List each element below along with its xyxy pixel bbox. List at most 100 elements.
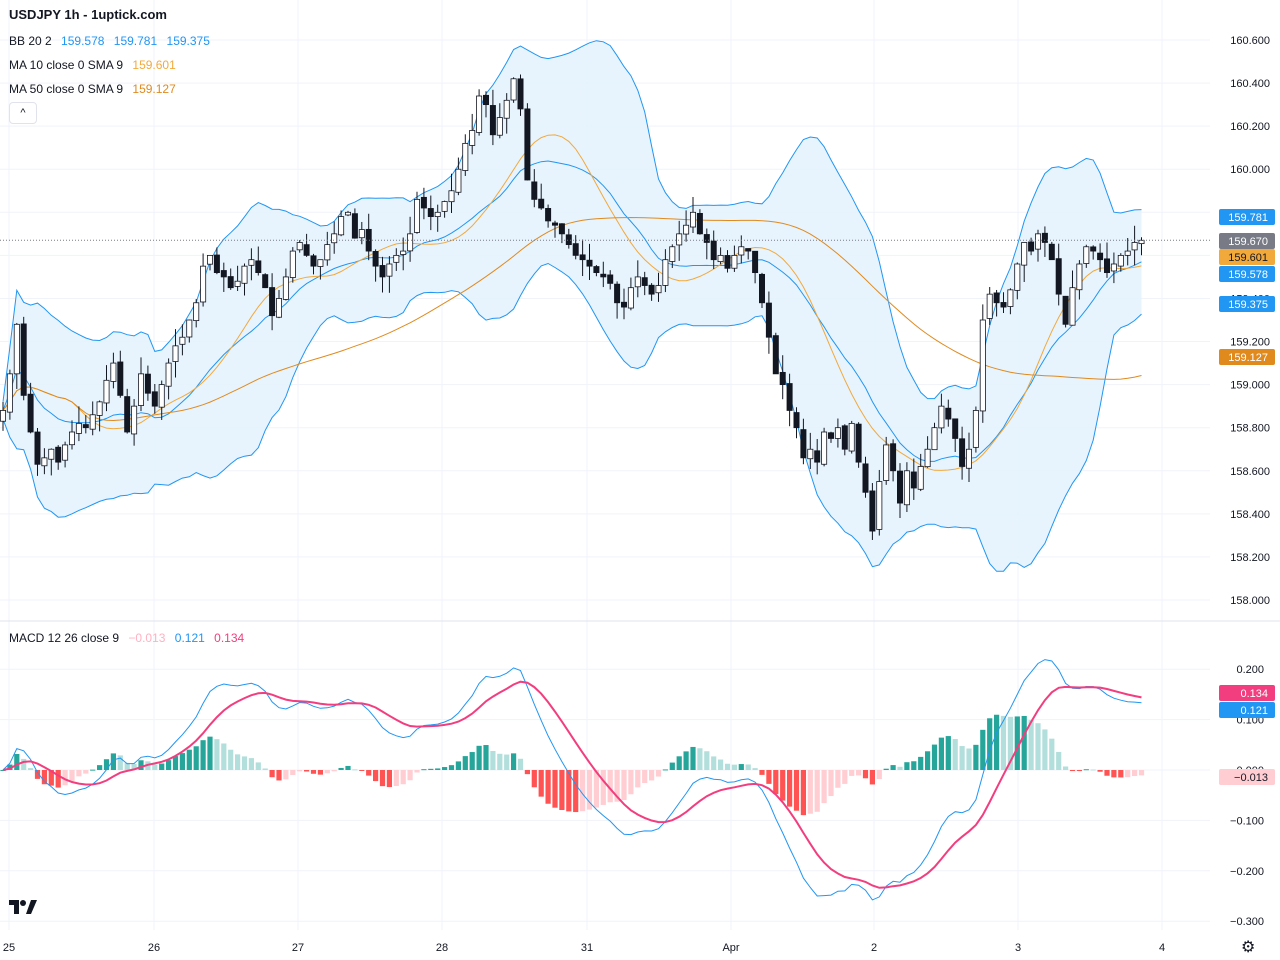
candle-body — [13, 323, 20, 375]
candle-body — [966, 448, 973, 469]
macd-hist-bar — [552, 770, 558, 808]
price-label-bg — [1219, 296, 1275, 312]
price-label: 159.601 — [1228, 252, 1268, 264]
candle-body — [89, 414, 96, 430]
macd-hist-bar — [366, 770, 372, 776]
price-tick-label: 160.400 — [1230, 78, 1270, 90]
macd-hist-bar — [290, 770, 296, 775]
macd-hist-bar — [835, 770, 841, 788]
macd-hist-bar — [269, 770, 275, 778]
macd-hist-bar — [248, 758, 254, 770]
candle-body — [869, 490, 876, 532]
macd-tick-label: −0.200 — [1230, 866, 1264, 878]
macd-hist-bar — [918, 756, 924, 770]
macd-hist-bar — [883, 768, 889, 770]
macd-hist-bar — [1014, 716, 1020, 770]
macd-tick-label: −0.300 — [1230, 916, 1264, 928]
candle-body — [558, 223, 565, 235]
bb-upper-line — [2, 40, 1142, 402]
macd-hist-bar — [621, 770, 627, 801]
candle-body — [834, 427, 841, 439]
candle-body — [841, 425, 848, 450]
legend-macd[interactable]: MACD 12 26 close 9 −0.013 0.121 0.134 — [9, 631, 248, 645]
candle-body — [27, 393, 34, 433]
legend-ma10[interactable]: MA 10 close 0 SMA 9 159.601 — [9, 58, 180, 72]
candle-body — [1062, 295, 1069, 325]
candle-body — [469, 130, 476, 146]
candle-body — [1076, 263, 1083, 291]
macd-label-bg — [1219, 769, 1275, 785]
bb-fill — [3, 40, 1142, 572]
macd-hist-bar — [490, 750, 496, 770]
candle-body — [772, 335, 779, 375]
macd-hist-bar — [607, 770, 613, 803]
candle-body — [303, 244, 310, 256]
price-label-bg — [1219, 249, 1275, 265]
candle-body — [420, 196, 427, 209]
candle-body — [1048, 243, 1055, 261]
gear-icon[interactable]: ⚙ — [1241, 939, 1256, 956]
candle-body — [331, 233, 338, 244]
tradingview-logo-icon[interactable] — [9, 898, 39, 922]
price-label-bg — [1219, 266, 1275, 282]
macd-hist-bar — [400, 770, 406, 785]
candle-body — [752, 250, 759, 274]
macd-hist-bar — [938, 737, 944, 770]
price-tick-label: 160.000 — [1230, 164, 1270, 176]
macd-hist-bar — [76, 770, 82, 777]
macd-hist-bar — [856, 770, 862, 776]
collapse-legend-button[interactable]: ^ — [9, 102, 37, 124]
candle-body — [393, 254, 400, 263]
macd-hist-bar — [428, 768, 434, 770]
macd-hist-bar — [1021, 715, 1027, 770]
macd-hist-bar — [1125, 770, 1131, 778]
grid-lines — [0, 0, 1280, 930]
macd-hist-bar — [455, 761, 461, 770]
candle-body — [593, 266, 600, 274]
macd-hist-bar — [600, 770, 606, 805]
candle-body — [993, 292, 1000, 304]
macd-hist-bar — [724, 763, 731, 770]
moving-averages — [2, 134, 1142, 471]
macd-hist-bar — [890, 765, 896, 770]
candle-body — [131, 405, 138, 435]
macd-hist-bar — [14, 754, 20, 770]
macd-hist-bar — [669, 762, 675, 770]
macd-hist-bar — [697, 748, 703, 770]
candle-body — [793, 412, 800, 429]
macd-hist-bar — [193, 746, 199, 770]
candle-body — [434, 211, 441, 218]
macd-hist-bar — [973, 744, 979, 770]
legend-ma50[interactable]: MA 50 close 0 SMA 9 159.127 — [9, 82, 180, 96]
macd-hist-bar — [393, 770, 399, 786]
macd-hist-bar — [531, 770, 537, 788]
candle-body — [482, 94, 489, 106]
price-tick-label: 159.000 — [1230, 380, 1270, 392]
candle-body — [20, 323, 27, 396]
candle-body — [910, 471, 917, 489]
candle-body — [621, 301, 628, 308]
macd-hist-bar — [407, 770, 413, 781]
macd-hist-bar — [752, 768, 758, 770]
candle-body — [848, 422, 855, 452]
bollinger-bands — [2, 40, 1142, 572]
macd-hist-bar — [221, 743, 227, 770]
candle-body — [572, 243, 579, 256]
time-tick-label: 28 — [436, 942, 448, 954]
macd-hist-bar — [1097, 770, 1103, 772]
macd-hist-bar — [517, 758, 524, 770]
candle-body — [351, 213, 358, 239]
legend-ma10-value: 159.601 — [132, 58, 176, 72]
candle-body — [952, 418, 959, 439]
candle-body — [386, 263, 393, 277]
macd-hist-bar — [41, 770, 47, 785]
legend-bb[interactable]: BB 20 2 159.578 159.781 159.375 — [9, 34, 214, 48]
macd-hist-bar — [283, 770, 289, 780]
macd-hist-bar — [186, 749, 192, 770]
price-tick-label: 158.200 — [1230, 552, 1270, 564]
candle-body — [600, 273, 607, 278]
candle-body — [1090, 246, 1097, 252]
candle-body — [34, 431, 41, 465]
time-tick-label: 3 — [1015, 942, 1021, 954]
